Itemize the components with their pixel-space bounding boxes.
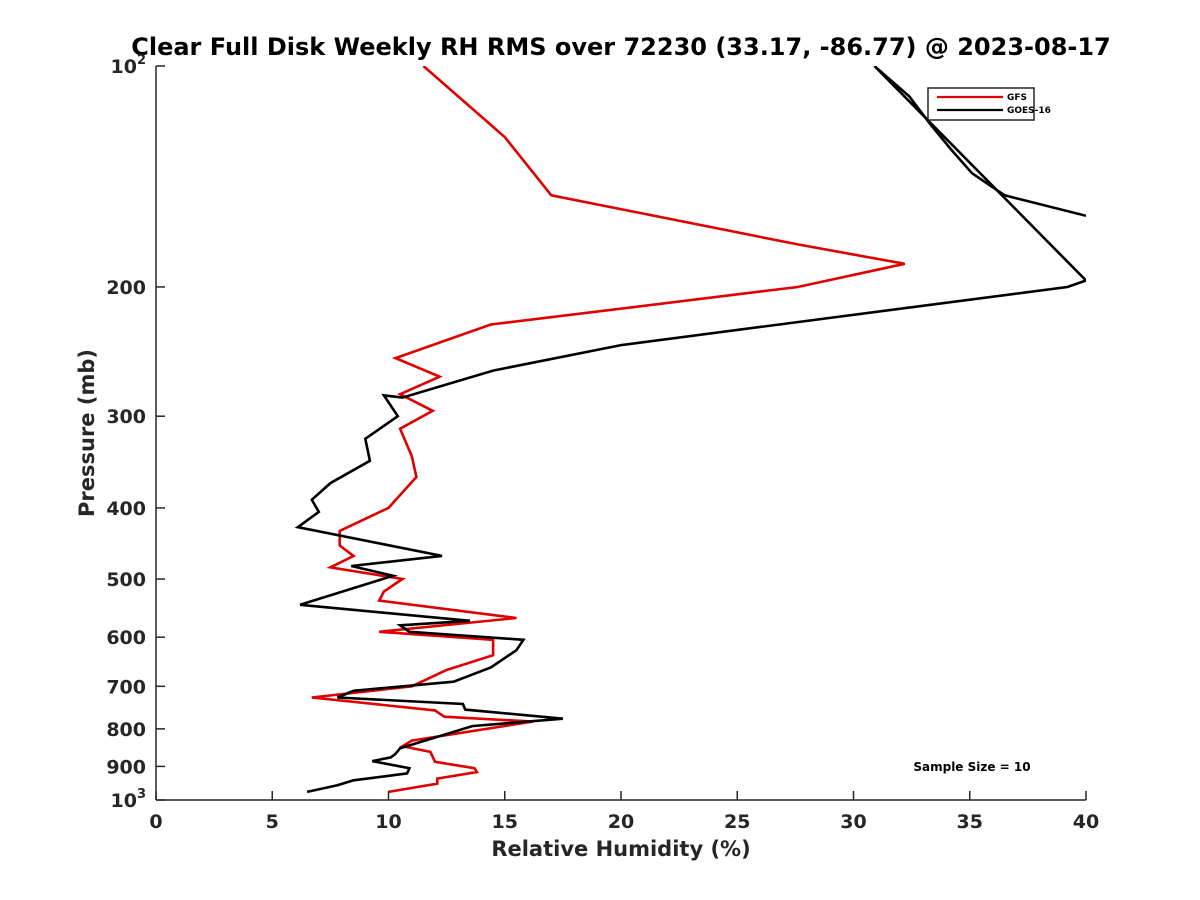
- y-tick-label: 400: [106, 498, 146, 520]
- legend: GFS GOES-16: [927, 87, 1051, 121]
- series-line-gfs: [311, 66, 905, 794]
- series-line-goes16: [294, 66, 1086, 794]
- x-tick-label: 15: [492, 811, 518, 833]
- x-tick-label: 5: [266, 811, 279, 833]
- x-tick-label: 20: [608, 811, 634, 833]
- x-tick-label: 40: [1073, 811, 1099, 833]
- axes-layer: 0 5 10 15 20 25 30 35 40 102 200 300 400 500 600 700 800…: [106, 53, 1099, 833]
- x-axis-label: Relative Humidity (%): [491, 837, 750, 861]
- y-tick-label: 200: [106, 277, 146, 299]
- x-tick-label: 30: [840, 811, 866, 833]
- y-tick-label: 500: [106, 569, 146, 591]
- x-tick-label: 0: [149, 811, 162, 833]
- legend-label-gfs: GFS: [1007, 93, 1027, 103]
- chart-title: Clear Full Disk Weekly RH RMS over 72230…: [131, 33, 1111, 61]
- plot-area: 0 5 10 15 20 25 30 35 40 102 200 300 400 500 600 700 800…: [106, 53, 1099, 833]
- series-layer: [294, 66, 1086, 794]
- y-tick-label: 900: [106, 756, 146, 778]
- x-tick-label: 35: [957, 811, 983, 833]
- y-tick-label: 700: [106, 676, 146, 698]
- y-tick-label: 300: [106, 406, 146, 428]
- legend-box: [927, 87, 1035, 121]
- legend-label-goes16: GOES-16: [1007, 106, 1051, 116]
- y-tick-label: 800: [106, 719, 146, 741]
- y-tick-label: 600: [106, 627, 146, 649]
- x-tick-label: 10: [375, 811, 401, 833]
- y-tick-label: 102: [111, 53, 147, 78]
- sample-size-annotation: Sample Size = 10: [913, 760, 1030, 774]
- y-axis-label: Pressure (mb): [75, 349, 99, 517]
- y-tick-label: 103: [111, 787, 147, 812]
- x-tick-label: 25: [724, 811, 750, 833]
